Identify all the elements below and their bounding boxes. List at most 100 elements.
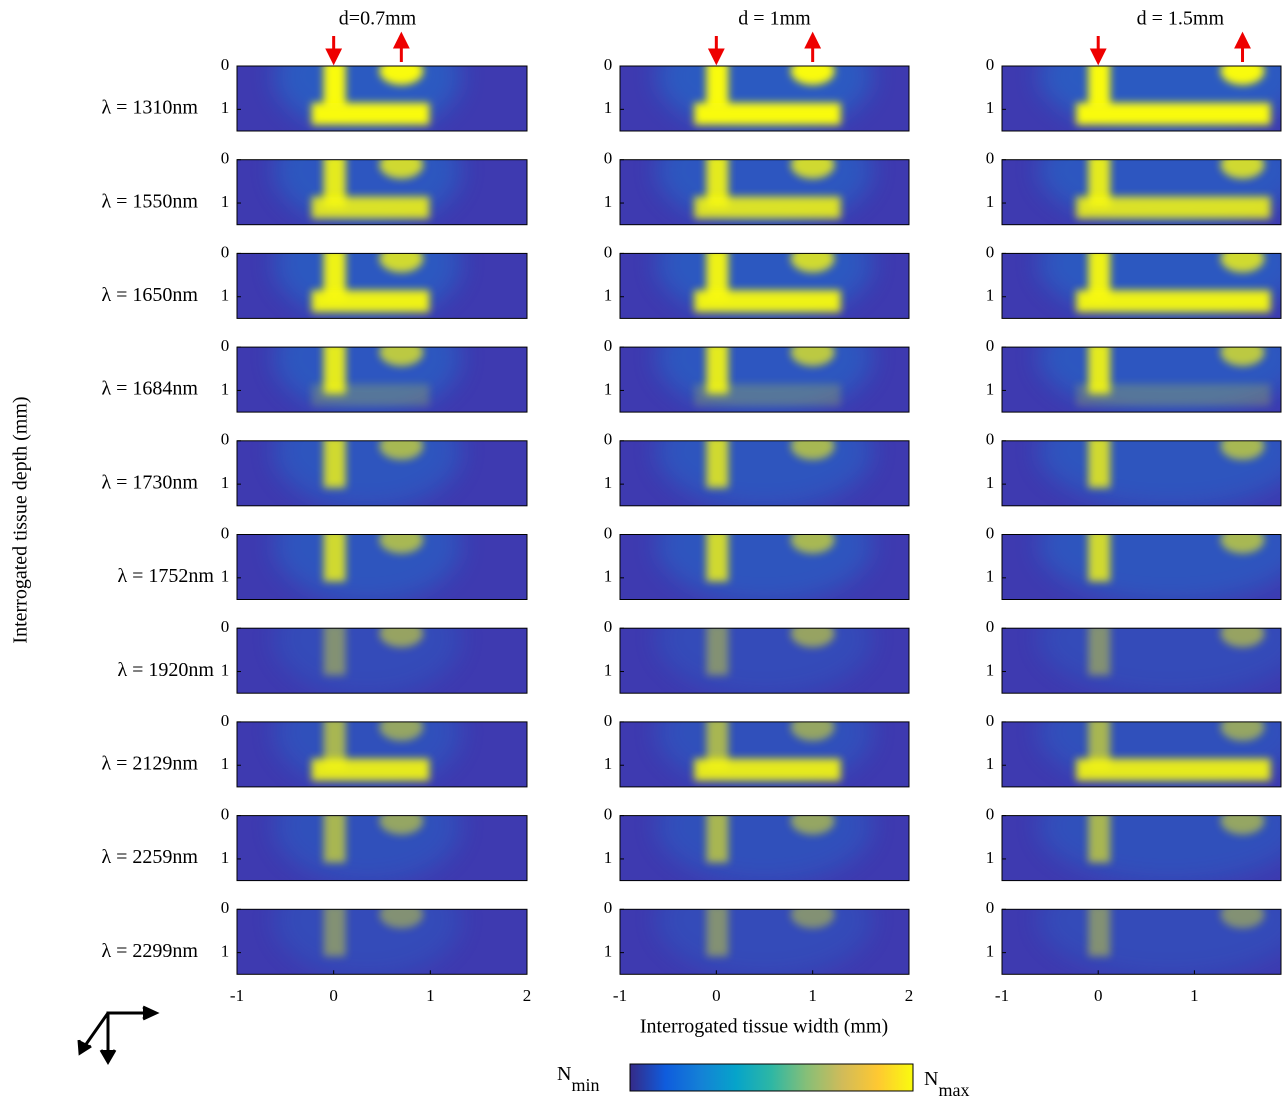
x-tick-label: 2 — [905, 986, 914, 1005]
detector-spot — [1220, 253, 1265, 273]
colorbar-max-label: Nmax — [924, 1068, 969, 1101]
row-label: λ = 1550nm — [101, 190, 198, 212]
panel-frame — [1001, 65, 1282, 132]
source-column — [323, 628, 346, 676]
depth-band — [311, 383, 430, 406]
x-tick-label: -1 — [613, 986, 627, 1005]
source-column — [706, 66, 729, 113]
depth-band — [1076, 102, 1271, 125]
colorbar-min-label: Nmin — [557, 1063, 599, 1096]
y-tick-label: 1 — [986, 660, 995, 679]
panel-frame — [1001, 440, 1282, 507]
depth-band — [311, 290, 430, 313]
y-tick-label: 0 — [221, 805, 230, 824]
x-tick-label: -1 — [230, 986, 244, 1005]
heatmap — [1002, 721, 1281, 787]
x-tick-label: 1 — [426, 986, 435, 1005]
y-tick-label: 1 — [221, 379, 230, 398]
panel-frame — [236, 627, 528, 694]
y-tick-label: 1 — [221, 660, 230, 679]
source-column — [706, 628, 729, 676]
heatmap — [1002, 159, 1281, 225]
heatmap — [1002, 628, 1281, 694]
source-column — [323, 721, 346, 769]
depth-band — [1076, 196, 1271, 219]
panel-frame — [619, 65, 910, 132]
detector-spot — [1220, 534, 1265, 554]
detector-spot — [790, 815, 835, 835]
y-tick-label: 0 — [986, 55, 995, 74]
heatmap — [237, 253, 527, 319]
detector-spot — [379, 815, 424, 835]
y-tick-label: 1 — [986, 848, 995, 867]
depth-band — [1076, 758, 1271, 781]
heatmap — [620, 159, 909, 225]
detector-spot — [790, 440, 835, 460]
y-tick-label: 0 — [986, 523, 995, 542]
panel-frame — [619, 721, 910, 788]
heatmap — [620, 628, 909, 694]
detector-spot — [1220, 815, 1265, 835]
panel-frame — [619, 627, 910, 694]
source-arrow — [1089, 36, 1107, 66]
source-column — [1088, 815, 1111, 863]
heatmap — [620, 909, 909, 975]
detector-spot — [379, 628, 424, 648]
panel-frame — [619, 440, 910, 507]
y-tick-label: 0 — [221, 336, 230, 355]
panel-frame — [1001, 346, 1282, 413]
y-tick-label: 1 — [604, 473, 613, 492]
panel-frame — [236, 65, 528, 132]
depth-band — [694, 102, 841, 125]
y-tick-label: 1 — [986, 286, 995, 305]
detector-spot — [379, 253, 424, 273]
row-label: λ = 2129nm — [101, 752, 198, 774]
detector-spot — [1220, 721, 1265, 741]
row-label: λ = 1752nm — [117, 565, 214, 587]
x-tick-label: 0 — [1094, 986, 1103, 1005]
heatmap — [620, 440, 909, 506]
panel-frame — [1001, 908, 1282, 975]
detector-spot — [790, 66, 835, 85]
source-column — [323, 66, 346, 113]
x-tick-label: 1 — [1190, 986, 1199, 1005]
panel-frame — [1001, 252, 1282, 319]
detector-spot — [1220, 440, 1265, 460]
source-column — [706, 815, 729, 863]
y-tick-label: 0 — [221, 149, 230, 168]
y-tick-label: 0 — [221, 523, 230, 542]
y-tick-label: 0 — [604, 242, 613, 261]
panel-frame — [236, 908, 528, 975]
source-column — [1088, 440, 1111, 488]
source-column — [1088, 66, 1111, 113]
y-tick-label: 1 — [221, 848, 230, 867]
column-title: d = 1.5mm — [1137, 8, 1225, 30]
y-tick-label: 0 — [221, 430, 230, 449]
source-column — [706, 721, 729, 769]
source-column — [706, 909, 729, 957]
source-column — [323, 159, 346, 207]
row-label: λ = 1730nm — [101, 471, 198, 493]
column-title: d=0.7mm — [339, 8, 417, 30]
y-tick-label: 0 — [604, 336, 613, 355]
y-tick-label: 0 — [604, 898, 613, 917]
y-tick-label: 1 — [604, 286, 613, 305]
y-tick-label: 1 — [604, 942, 613, 961]
depth-band — [694, 383, 841, 406]
heatmap — [620, 253, 909, 319]
y-tick-label: 0 — [986, 430, 995, 449]
y-tick-label: 1 — [986, 192, 995, 211]
detector-spot — [790, 721, 835, 741]
panel-frame — [236, 159, 528, 226]
source-column — [706, 253, 729, 301]
source-column — [1088, 628, 1111, 676]
depth-band — [311, 758, 430, 781]
heatmap — [237, 159, 527, 225]
heatmap — [620, 66, 909, 131]
detector-spot — [1220, 159, 1265, 179]
column-title: d = 1mm — [738, 8, 811, 30]
y-tick-label: 1 — [221, 192, 230, 211]
y-tick-label: 0 — [986, 805, 995, 824]
source-column — [323, 534, 346, 582]
source-column — [323, 815, 346, 863]
